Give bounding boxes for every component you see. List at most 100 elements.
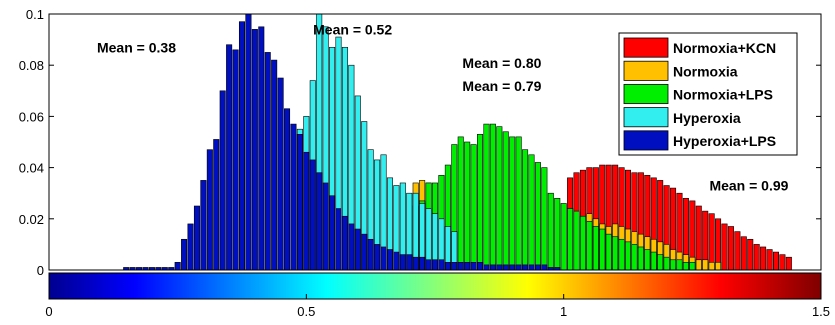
bar-hyperoxia-lps bbox=[509, 264, 516, 271]
bar-hyperoxia-lps bbox=[464, 262, 471, 271]
bar-hyperoxia-lps bbox=[213, 139, 220, 271]
bar-normoxia-lps bbox=[541, 167, 548, 271]
bar-normoxia-lps bbox=[631, 244, 638, 271]
bar-normoxia-kcn bbox=[740, 236, 747, 271]
bar-normoxia-kcn bbox=[734, 231, 741, 271]
bar-hyperoxia-lps bbox=[534, 264, 541, 271]
colorbar-tick-label: 1 bbox=[560, 304, 567, 319]
legend: Normoxia+KCN Normoxia Normoxia+LPS Hyperoxi… bbox=[618, 32, 798, 156]
legend-label-hyperoxia: Hyperoxia bbox=[673, 110, 741, 126]
legend-swatch-hyperoxia bbox=[623, 107, 669, 128]
bar-normoxia-kcn bbox=[753, 244, 760, 271]
y-tick-label: 0.04 bbox=[19, 161, 44, 176]
bar-hyperoxia-lps bbox=[444, 262, 451, 271]
bar-normoxia-kcn bbox=[727, 226, 734, 271]
colorbar-axis: 0 0.5 1 1.5 bbox=[45, 294, 830, 319]
bar-normoxia-lps bbox=[657, 254, 664, 271]
bar-hyperoxia-lps bbox=[258, 26, 265, 271]
bar-hyperoxia-lps bbox=[251, 29, 258, 271]
bar-hyperoxia-lps bbox=[406, 254, 413, 271]
mean-annotation: Mean = 0.52 bbox=[313, 21, 392, 37]
bar-hyperoxia-lps bbox=[374, 244, 381, 271]
bar-normoxia bbox=[708, 262, 715, 271]
bar-hyperoxia-lps bbox=[386, 249, 393, 271]
bar-normoxia-lps bbox=[496, 126, 503, 271]
bar-hyperoxia-lps bbox=[206, 149, 213, 271]
bar-normoxia-kcn bbox=[747, 238, 754, 271]
bar-hyperoxia-lps bbox=[187, 223, 194, 271]
bar-normoxia-lps bbox=[689, 262, 696, 271]
mean-annotation: Mean = 0.79 bbox=[462, 78, 541, 94]
bar-hyperoxia-lps bbox=[489, 264, 496, 271]
annotations: Mean = 0.38 Mean = 0.52 Mean = 0.80 Mean = … bbox=[97, 21, 789, 193]
bar-hyperoxia-lps bbox=[451, 262, 458, 271]
bar-hyperoxia-lps bbox=[277, 77, 284, 271]
legend-label-normoxia-lps: Normoxia+LPS bbox=[673, 87, 773, 103]
bar-normoxia-lps bbox=[605, 233, 612, 271]
bar-hyperoxia-lps bbox=[425, 259, 432, 271]
bar-hyperoxia-lps bbox=[496, 264, 503, 271]
colorbar bbox=[48, 272, 822, 300]
bar-hyperoxia-lps bbox=[316, 172, 323, 271]
bar-normoxia-lps bbox=[470, 144, 477, 271]
bar-hyperoxia-lps bbox=[522, 264, 529, 271]
bar-hyperoxia-lps bbox=[502, 264, 509, 271]
bar-normoxia bbox=[695, 259, 702, 271]
bar-normoxia-lps bbox=[676, 259, 683, 271]
bar-hyperoxia-lps bbox=[399, 254, 406, 271]
bar-normoxia-lps bbox=[670, 259, 677, 271]
bar-hyperoxia-lps bbox=[438, 259, 445, 271]
bar-normoxia-lps bbox=[599, 228, 606, 271]
bar-normoxia-lps bbox=[637, 246, 644, 271]
bar-hyperoxia-lps bbox=[329, 195, 336, 271]
bar-normoxia-lps bbox=[534, 162, 541, 271]
bar-normoxia-lps bbox=[612, 236, 619, 271]
bar-normoxia-lps bbox=[522, 149, 529, 271]
bar-normoxia-lps bbox=[586, 221, 593, 271]
bar-hyperoxia-lps bbox=[470, 262, 477, 271]
bar-hyperoxia-lps bbox=[245, 13, 252, 271]
bar-hyperoxia-lps bbox=[477, 262, 484, 271]
bar-hyperoxia-lps bbox=[322, 182, 329, 271]
bar-hyperoxia-lps bbox=[341, 215, 348, 271]
legend-label-normoxia-kcn: Normoxia+KCN bbox=[673, 40, 776, 56]
bar-normoxia-lps bbox=[682, 262, 689, 271]
bar-hyperoxia-lps bbox=[515, 264, 522, 271]
legend-label-hyperoxia-lps: Hyperoxia+LPS bbox=[673, 133, 776, 149]
bar-hyperoxia-lps bbox=[361, 233, 368, 271]
bar-hyperoxia-lps bbox=[528, 264, 535, 271]
bar-hyperoxia-lps bbox=[200, 180, 207, 271]
y-tick-label: 0.02 bbox=[19, 212, 44, 227]
bar-hyperoxia-lps bbox=[431, 259, 439, 271]
bar-normoxia-lps bbox=[579, 215, 586, 271]
bar-hyperoxia-lps bbox=[393, 251, 400, 271]
bar-hyperoxia-lps bbox=[303, 151, 310, 271]
bar-hyperoxia-lps bbox=[181, 238, 188, 271]
bar-hyperoxia-lps bbox=[271, 59, 278, 271]
y-tick-label: 0 bbox=[37, 263, 44, 278]
bar-normoxia-lps bbox=[547, 192, 554, 271]
bar-hyperoxia-lps bbox=[412, 256, 419, 271]
bar-normoxia-lps bbox=[483, 123, 490, 271]
bar-hyperoxia-lps bbox=[419, 256, 426, 271]
bar-normoxia-kcn bbox=[708, 213, 715, 271]
bar-normoxia-lps bbox=[624, 241, 632, 271]
y-tick-label: 0.08 bbox=[19, 58, 44, 73]
bar-normoxia-lps bbox=[644, 249, 651, 271]
mean-annotation: Mean = 0.99 bbox=[709, 178, 788, 194]
y-tick-label: 0.06 bbox=[19, 109, 44, 124]
colorbar-tick-label: 1.5 bbox=[812, 304, 830, 319]
bar-normoxia-kcn bbox=[772, 251, 779, 271]
legend-label-normoxia: Normoxia bbox=[673, 63, 738, 79]
bar-normoxia-lps bbox=[618, 238, 625, 271]
bar-normoxia-lps bbox=[567, 208, 574, 271]
bar-hyperoxia-lps bbox=[483, 264, 490, 271]
bar-hyperoxia-lps bbox=[264, 52, 271, 271]
legend-swatch-normoxia-lps bbox=[623, 84, 669, 105]
bar-normoxia-lps bbox=[489, 123, 496, 271]
bar-hyperoxia-lps bbox=[380, 246, 387, 271]
legend-swatch-normoxia bbox=[623, 60, 669, 81]
bar-normoxia-lps bbox=[663, 256, 670, 271]
bar-normoxia bbox=[702, 259, 709, 271]
